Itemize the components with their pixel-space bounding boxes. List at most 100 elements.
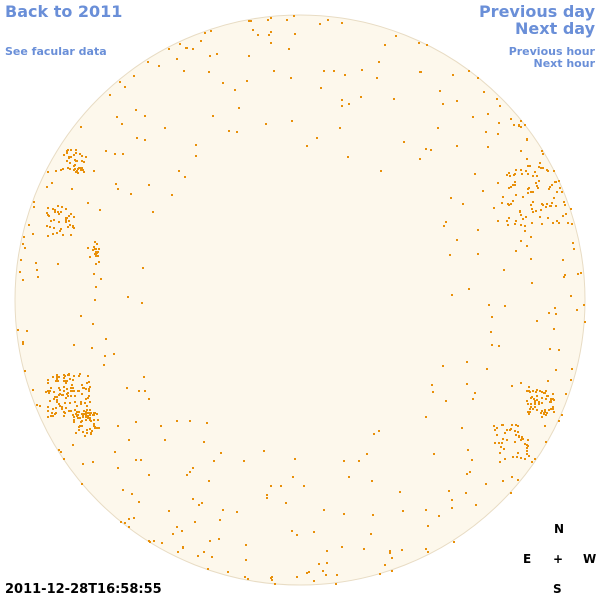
facula xyxy=(466,383,468,385)
facula xyxy=(32,233,34,235)
facula xyxy=(73,165,75,167)
facula xyxy=(212,115,214,117)
facula xyxy=(555,369,557,371)
facula xyxy=(445,221,447,223)
facula xyxy=(443,225,445,227)
facula xyxy=(91,347,93,349)
facula xyxy=(236,511,238,513)
facula xyxy=(63,154,65,156)
facula xyxy=(192,48,194,50)
facula xyxy=(97,419,99,421)
facula xyxy=(98,248,100,250)
facula xyxy=(90,432,92,434)
facula xyxy=(70,395,72,397)
facula xyxy=(512,200,514,202)
facula xyxy=(572,242,574,244)
facula xyxy=(508,217,510,219)
facula xyxy=(448,490,450,492)
facula xyxy=(378,61,380,63)
back-link[interactable]: Back to 2011 xyxy=(5,2,123,21)
facula xyxy=(502,480,504,482)
next-hour-link[interactable]: Next hour xyxy=(533,57,596,70)
facula xyxy=(348,103,350,105)
facula xyxy=(81,167,83,169)
facula xyxy=(531,282,533,284)
facula xyxy=(553,411,555,413)
facula xyxy=(105,150,107,152)
facula xyxy=(22,341,24,343)
facula xyxy=(54,209,56,211)
facula xyxy=(532,390,534,392)
facula xyxy=(432,391,434,393)
facula xyxy=(384,564,386,566)
facula xyxy=(209,540,211,542)
facula xyxy=(526,400,528,402)
facula xyxy=(567,222,569,224)
facula xyxy=(468,288,470,290)
facula xyxy=(85,419,87,421)
facula xyxy=(270,577,272,579)
facula xyxy=(23,236,25,238)
facula xyxy=(453,541,455,543)
facula xyxy=(56,374,58,376)
previous-day-link[interactable]: Previous day xyxy=(478,2,595,21)
facula xyxy=(294,33,296,35)
facula xyxy=(333,70,335,72)
facula xyxy=(62,394,64,396)
facula xyxy=(47,214,49,216)
facula xyxy=(326,562,328,564)
facula xyxy=(39,405,41,407)
facula xyxy=(91,430,93,432)
facula xyxy=(472,398,474,400)
facula xyxy=(78,411,80,413)
facula xyxy=(551,184,553,186)
facula xyxy=(194,521,196,523)
facula xyxy=(308,571,310,573)
facula xyxy=(185,47,187,49)
next-day-link[interactable]: Next day xyxy=(515,19,595,38)
facula xyxy=(474,173,476,175)
facula xyxy=(109,94,111,96)
facula xyxy=(243,460,245,462)
facula xyxy=(54,211,56,213)
facula xyxy=(540,412,542,414)
facula xyxy=(327,19,329,21)
facula xyxy=(378,430,380,432)
facula xyxy=(577,273,579,275)
facula xyxy=(527,192,529,194)
previous-hour-link[interactable]: Previous hour xyxy=(508,45,595,58)
facula xyxy=(520,214,522,216)
facula xyxy=(209,55,211,57)
facula xyxy=(499,105,501,107)
facula xyxy=(442,103,444,105)
facula xyxy=(148,540,150,542)
facula xyxy=(47,382,49,384)
facular-link[interactable]: See facular data xyxy=(5,45,107,58)
facula xyxy=(99,209,101,211)
facula xyxy=(74,159,76,161)
facula xyxy=(527,403,529,405)
facula xyxy=(81,420,83,422)
facula xyxy=(55,170,57,172)
facula xyxy=(153,540,155,542)
facula xyxy=(95,286,97,288)
facula xyxy=(210,30,212,32)
facula xyxy=(65,208,67,210)
facula xyxy=(475,504,477,506)
facula xyxy=(148,184,150,186)
facula xyxy=(87,375,89,377)
facula xyxy=(343,513,345,515)
facula xyxy=(96,413,98,415)
facula xyxy=(514,430,516,432)
facula xyxy=(89,401,91,403)
facula xyxy=(462,203,464,205)
facula xyxy=(61,408,63,410)
facula xyxy=(265,123,267,125)
facula xyxy=(525,170,527,172)
facula xyxy=(445,400,447,402)
facula xyxy=(545,206,547,208)
facula xyxy=(93,425,95,427)
facula xyxy=(234,89,236,91)
facula xyxy=(513,184,515,186)
facula xyxy=(552,393,554,395)
